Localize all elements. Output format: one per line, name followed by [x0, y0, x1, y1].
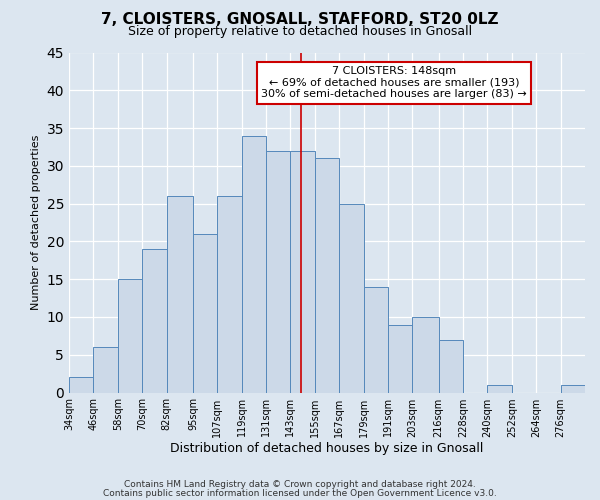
- Bar: [560, 385, 585, 392]
- Bar: [94, 347, 118, 393]
- Bar: [364, 286, 388, 393]
- Bar: [118, 279, 142, 392]
- Bar: [439, 340, 463, 392]
- Text: Size of property relative to detached houses in Gnosall: Size of property relative to detached ho…: [128, 25, 472, 38]
- Bar: [242, 136, 266, 392]
- Text: 7 CLOISTERS: 148sqm
← 69% of detached houses are smaller (193)
30% of semi-detac: 7 CLOISTERS: 148sqm ← 69% of detached ho…: [261, 66, 527, 100]
- Y-axis label: Number of detached properties: Number of detached properties: [31, 135, 41, 310]
- Bar: [193, 234, 217, 392]
- Bar: [339, 204, 364, 392]
- Text: 7, CLOISTERS, GNOSALL, STAFFORD, ST20 0LZ: 7, CLOISTERS, GNOSALL, STAFFORD, ST20 0L…: [101, 12, 499, 28]
- Bar: [266, 150, 290, 392]
- Bar: [388, 324, 412, 392]
- Bar: [487, 385, 512, 392]
- Bar: [167, 196, 193, 392]
- Text: Contains HM Land Registry data © Crown copyright and database right 2024.: Contains HM Land Registry data © Crown c…: [124, 480, 476, 489]
- Bar: [315, 158, 339, 392]
- Bar: [290, 150, 315, 392]
- Bar: [217, 196, 242, 392]
- X-axis label: Distribution of detached houses by size in Gnosall: Distribution of detached houses by size …: [170, 442, 484, 456]
- Bar: [412, 317, 439, 392]
- Bar: [142, 249, 167, 392]
- Bar: [69, 378, 94, 392]
- Text: Contains public sector information licensed under the Open Government Licence v3: Contains public sector information licen…: [103, 488, 497, 498]
